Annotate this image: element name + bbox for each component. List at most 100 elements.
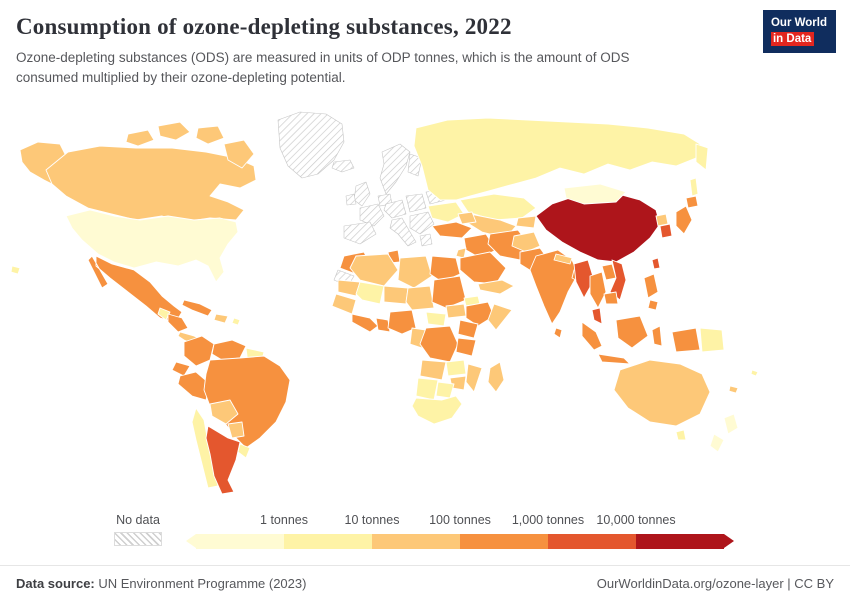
country-zambia[interactable]: [445, 359, 467, 377]
legend-bin-0[interactable]: [196, 534, 284, 549]
legend-bin-2[interactable]: [372, 534, 460, 549]
country-fiji[interactable]: [750, 369, 759, 377]
country-germany[interactable]: [383, 199, 407, 219]
country-yemen-oman[interactable]: [477, 279, 515, 295]
country-new-zealand[interactable]: [709, 433, 725, 453]
country-ghana-togo-benin[interactable]: [375, 317, 391, 333]
country-nigeria[interactable]: [387, 309, 417, 335]
country-mali[interactable]: [355, 281, 385, 305]
owid-logo[interactable]: Our World in Data: [762, 10, 836, 54]
country-somalia[interactable]: [487, 303, 513, 331]
country-chile[interactable]: [191, 407, 219, 489]
country-jordan-israel[interactable]: [455, 247, 467, 259]
country-chad[interactable]: [405, 285, 435, 311]
country-brazil[interactable]: [203, 355, 291, 449]
country-arctic-islands[interactable]: [125, 129, 155, 147]
country-argentina[interactable]: [205, 425, 241, 495]
country-arctic-islands[interactable]: [195, 125, 225, 145]
legend-bin-4[interactable]: [548, 534, 636, 549]
country-greenland[interactable]: [277, 111, 345, 179]
country-sri-lanka[interactable]: [553, 327, 563, 339]
country-saudi-arabia[interactable]: [459, 251, 507, 285]
country-angola[interactable]: [419, 359, 447, 381]
country-greece[interactable]: [419, 233, 433, 247]
country-united-kingdom[interactable]: [353, 181, 371, 207]
country-united-states[interactable]: [65, 209, 239, 283]
country-indonesia-sulawesi[interactable]: [651, 325, 663, 347]
country-philippines[interactable]: [643, 273, 659, 299]
country-bolivia[interactable]: [209, 399, 239, 425]
country-namibia[interactable]: [415, 377, 439, 401]
country-iceland[interactable]: [331, 159, 355, 173]
country-tanzania[interactable]: [455, 337, 477, 357]
country-libya[interactable]: [397, 255, 433, 289]
country-japan-hokkaido[interactable]: [685, 195, 699, 209]
country-nepal-bhutan[interactable]: [553, 253, 573, 265]
country-malaysia[interactable]: [591, 307, 603, 325]
country-indonesia-sumatra[interactable]: [581, 321, 603, 351]
country-south-korea[interactable]: [659, 223, 673, 239]
country-vietnam[interactable]: [609, 259, 627, 301]
country-myanmar[interactable]: [573, 259, 595, 299]
legend-bin-1[interactable]: [284, 534, 372, 549]
country-cuba[interactable]: [181, 299, 213, 317]
country-mauritania[interactable]: [337, 279, 361, 297]
country-niger[interactable]: [383, 285, 409, 305]
country-sudan[interactable]: [431, 275, 467, 309]
country-ivory-coast-region[interactable]: [351, 313, 379, 333]
country-madagascar[interactable]: [487, 361, 505, 393]
country-north-korea[interactable]: [655, 213, 669, 227]
country-central-african-republic[interactable]: [425, 311, 447, 327]
country-tasmania[interactable]: [675, 429, 687, 441]
country-puerto-rico[interactable]: [231, 317, 241, 326]
country-ethiopia[interactable]: [465, 301, 495, 327]
country-mozambique[interactable]: [465, 363, 483, 393]
legend-bin-5[interactable]: [636, 534, 724, 549]
no-data-swatch[interactable]: [114, 532, 162, 546]
country-venezuela[interactable]: [211, 339, 247, 361]
country-papua-new-guinea[interactable]: [699, 327, 725, 353]
legend-bin-3[interactable]: [460, 534, 548, 549]
country-turkey[interactable]: [431, 221, 473, 239]
country-paraguay[interactable]: [227, 421, 245, 439]
country-algeria[interactable]: [349, 253, 399, 287]
country-russia[interactable]: [413, 117, 701, 201]
country-south-sudan[interactable]: [445, 303, 467, 319]
country-indonesia-papua[interactable]: [671, 327, 701, 353]
country-indonesia-java[interactable]: [597, 353, 631, 365]
country-kyrgyzstan-tajikistan[interactable]: [515, 215, 537, 229]
country-caucasus[interactable]: [457, 211, 477, 225]
country-canada[interactable]: [45, 145, 257, 223]
country-japan[interactable]: [675, 205, 693, 235]
country-new-caledonia[interactable]: [728, 385, 739, 394]
country-new-zealand[interactable]: [723, 413, 739, 435]
country-guatemala[interactable]: [157, 307, 171, 321]
country-balkans[interactable]: [409, 211, 435, 235]
country-norway-sweden[interactable]: [379, 143, 411, 195]
country-ukraine[interactable]: [427, 201, 465, 223]
country-philippines-mindanao[interactable]: [647, 299, 659, 311]
country-italy[interactable]: [389, 217, 417, 247]
country-russia-kamchatka[interactable]: [695, 143, 709, 171]
country-spain-portugal[interactable]: [343, 221, 377, 245]
country-thailand[interactable]: [589, 271, 607, 309]
country-mongolia[interactable]: [563, 183, 627, 205]
country-uganda-kenya[interactable]: [457, 319, 479, 339]
country-peru[interactable]: [177, 371, 211, 401]
country-borneo[interactable]: [615, 315, 649, 349]
country-taiwan[interactable]: [651, 257, 661, 270]
country-russia-sakhalin[interactable]: [689, 177, 699, 197]
country-south-africa[interactable]: [411, 395, 463, 425]
country-senegal-guinea[interactable]: [331, 293, 357, 315]
country-france[interactable]: [359, 203, 385, 227]
country-dr-congo[interactable]: [419, 325, 459, 363]
country-hawaii[interactable]: [10, 265, 21, 275]
country-poland-baltics[interactable]: [405, 193, 427, 213]
country-uruguay[interactable]: [237, 443, 251, 459]
country-arctic-islands[interactable]: [157, 121, 191, 141]
country-botswana[interactable]: [435, 381, 455, 399]
country-australia[interactable]: [613, 359, 711, 427]
country-baffin-island[interactable]: [223, 139, 255, 169]
country-hispaniola[interactable]: [213, 313, 229, 324]
country-ireland[interactable]: [345, 193, 357, 206]
